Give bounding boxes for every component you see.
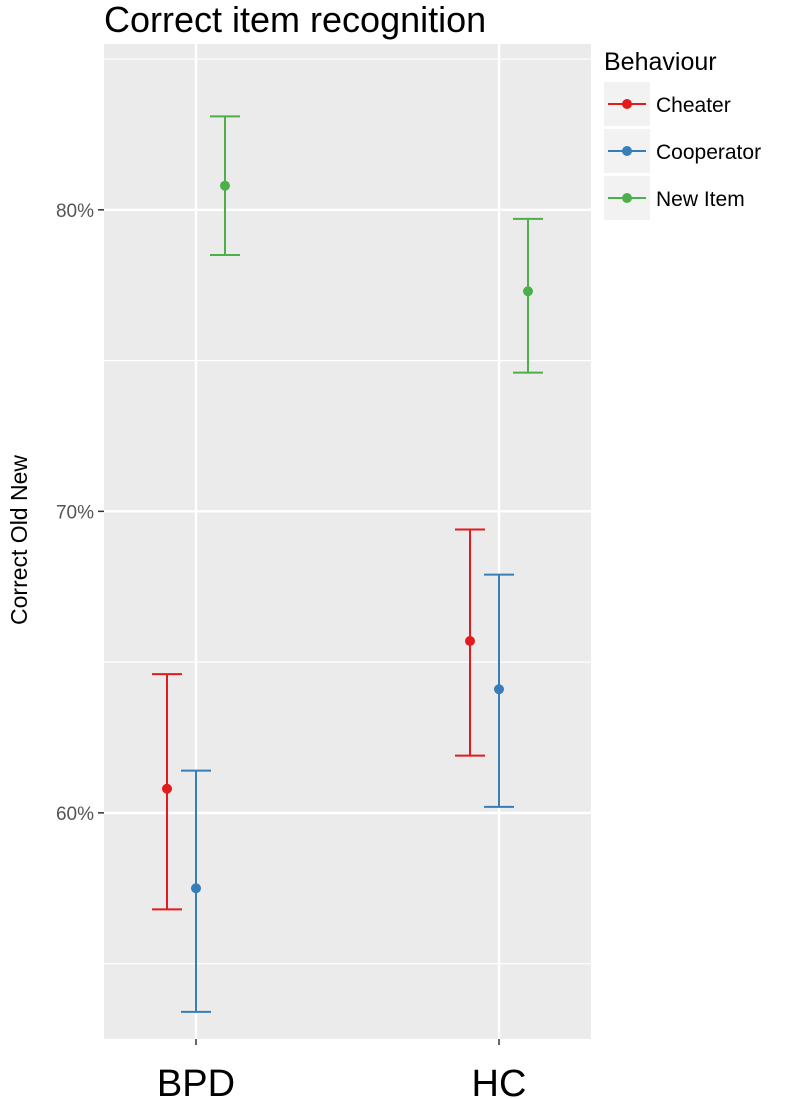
y-axis-label: Correct Old New [6,455,32,625]
y-tick-label: 60% [56,804,94,825]
data-marks [152,115,543,1013]
y-tick-label: 80% [56,201,94,222]
point-cooperator-bpd [191,883,201,894]
legend-label-cheater: Cheater [656,94,731,117]
legend: Behaviour Cheater Cooperator New Item [604,48,761,220]
x-tick-label-bpd: BPD [157,1063,235,1099]
legend-item-new-item: New Item [604,176,745,220]
grid-minor [104,58,591,965]
y-tick-label: 70% [56,502,94,523]
legend-label-cooperator: Cooperator [656,141,761,164]
y-axis: 60% 70% 80% [56,201,104,825]
chart-title: Correct item recognition [104,0,486,40]
point-new-item-bpd [220,180,230,191]
legend-items: Cheater Cooperator New Item [604,82,761,220]
point-cheater-bpd [162,783,172,794]
legend-item-cheater: Cheater [604,82,731,126]
legend-label-new-item: New Item [656,188,745,211]
legend-title: Behaviour [604,48,717,76]
x-axis: BPD HC [157,1039,527,1099]
point-cooperator-hc [494,684,504,695]
legend-key-point [622,99,632,109]
x-tick-label-hc: HC [472,1063,527,1099]
point-cheater-hc [465,636,475,646]
point-new-item-hc [523,286,533,297]
legend-key-point [622,146,632,156]
plot-panel [104,44,591,1039]
legend-key-point [622,193,632,203]
legend-item-cooperator: Cooperator [604,129,761,173]
